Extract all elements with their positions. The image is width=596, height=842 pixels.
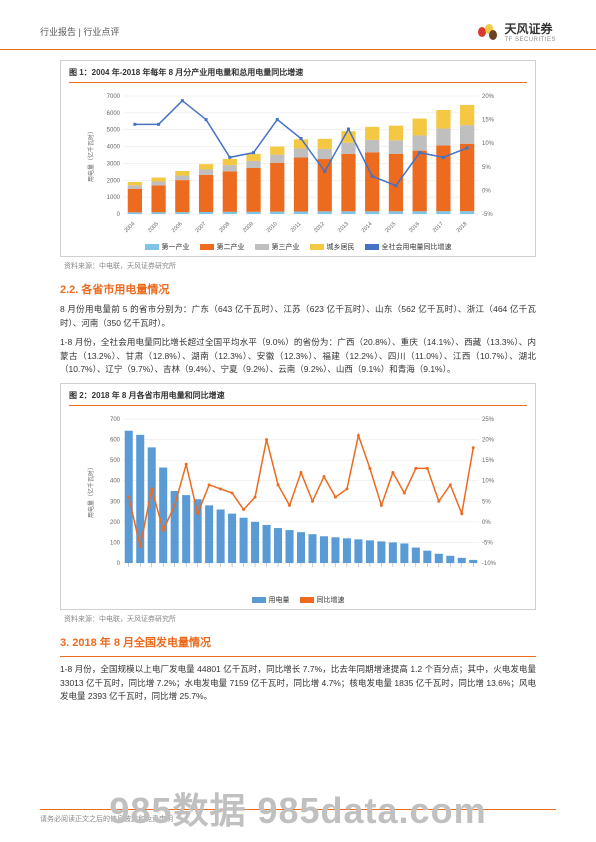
svg-text:5000: 5000 [107,128,121,134]
section3-title: 3. 2018 年 8 月全国发电量情况 [60,634,536,650]
chart2-source: 资料来源：中电联，天风证券研究所 [64,614,536,624]
svg-text:2004: 2004 [123,221,136,234]
svg-text:20%: 20% [482,438,495,444]
svg-text:2013: 2013 [337,221,350,234]
chart1-title-rule [69,82,527,84]
chart1-container: 图 1：2004 年-2018 年每年 8 月分产业用电量和总用电量同比增速 0… [60,60,536,257]
svg-text:-5%: -5% [482,540,493,546]
svg-text:0: 0 [117,212,121,218]
header-breadcrumb: 行业报告 | 行业点评 [40,25,119,38]
svg-text:100: 100 [110,540,121,546]
svg-text:300: 300 [110,499,121,505]
watermark: 985数据 985data.com [0,782,596,834]
legend-item: 城乡居民 [310,242,355,252]
svg-text:2015: 2015 [384,221,397,234]
svg-text:1000: 1000 [107,195,121,201]
svg-text:0: 0 [117,561,121,567]
svg-text:2012: 2012 [313,221,326,234]
svg-text:-5%: -5% [482,212,493,218]
chart2-title-rule [69,405,527,407]
brand-logo: 天风证券 TF SECURITIES [476,20,556,43]
svg-text:15%: 15% [482,118,495,124]
svg-text:200: 200 [110,520,121,526]
svg-text:4000: 4000 [107,145,121,151]
svg-text:3000: 3000 [107,161,121,167]
svg-text:25%: 25% [482,417,495,423]
legend-item: 同比增速 [300,595,345,605]
svg-text:700: 700 [110,417,121,423]
svg-text:2008: 2008 [218,221,231,234]
chart2-title: 图 2：2018 年 8 月各省市用电量和同比增速 [69,390,527,401]
legend-item: 第一产业 [145,242,190,252]
svg-text:0%: 0% [482,520,491,526]
legend-item: 第三产业 [255,242,300,252]
svg-text:2016: 2016 [408,221,421,234]
svg-text:2014: 2014 [361,221,374,234]
chart2-container: 图 2：2018 年 8 月各省市用电量和同比增速 0 100 200 300 400 5… [60,383,536,610]
svg-text:2017: 2017 [432,221,445,234]
section3-para1: 1-8 月份，全国规模以上电厂发电量 44801 亿千瓦时，同比增长 7.7%，… [60,663,536,704]
section2-para2: 1-8 月份，全社会用电量同比增长超过全国平均水平（9.0%）的省份为：广西（2… [60,336,536,377]
page-header: 行业报告 | 行业点评 天风证券 TF SECURITIES [0,0,596,50]
logo-icon [476,22,500,42]
legend-item: 全社会用电量同比增速 [365,242,452,252]
page-footer: 请务必阅读正文之后的信息披露和免责申明 [40,809,556,824]
svg-text:-10%: -10% [482,561,497,567]
svg-text:6000: 6000 [107,111,121,117]
logo-text: 天风证券 [504,20,556,37]
svg-text:7000: 7000 [107,94,121,100]
legend-item: 用电量 [252,595,290,605]
svg-text:2009: 2009 [242,221,255,234]
page-content: 图 1：2004 年-2018 年每年 8 月分产业用电量和总用电量同比增速 0… [0,50,596,704]
footer-disclaimer: 请务必阅读正文之后的信息披露和免责申明 [40,816,173,823]
svg-text:2006: 2006 [171,221,184,234]
svg-text:5%: 5% [482,499,491,505]
chart1-svg: 0 1000 2000 3000 4000 5000 6000 7000 -5% 0% 5% 10% 1… [83,90,513,240]
svg-text:0%: 0% [482,188,491,194]
section3-title-rule [60,656,536,657]
chart2-legend: 用电量同比增速 [69,595,527,605]
section2-title: 2.2. 各省市用电量情况 [60,281,536,297]
svg-text:2018: 2018 [456,221,469,234]
svg-text:2010: 2010 [266,221,279,234]
svg-text:2005: 2005 [147,221,160,234]
svg-text:20%: 20% [482,94,495,100]
chart1-source: 资料来源：中电联，天风证券研究所 [64,261,536,271]
chart1-legend: 第一产业第二产业第三产业城乡居民全社会用电量同比增速 [69,242,527,252]
svg-text:用电量（亿千瓦时）: 用电量（亿千瓦时） [87,128,95,182]
svg-text:600: 600 [110,438,121,444]
legend-item: 第二产业 [200,242,245,252]
chart2-svg: 0 100 200 300 400 500 600 700 -10% -5% 0% 5% 10% 15% 2… [83,413,513,593]
svg-text:10%: 10% [482,479,495,485]
svg-text:2007: 2007 [195,221,208,234]
chart1-title: 图 1：2004 年-2018 年每年 8 月分产业用电量和总用电量同比增速 [69,67,527,78]
svg-text:2000: 2000 [107,178,121,184]
svg-text:400: 400 [110,479,121,485]
svg-text:10%: 10% [482,141,495,147]
logo-subtext: TF SECURITIES [504,37,556,43]
section2-para1: 8 月份用电量前 5 的省市分别为：广东（643 亿千瓦时）、江苏（623 亿千… [60,303,536,330]
svg-text:用电量（亿千瓦时）: 用电量（亿千瓦时） [87,464,95,518]
svg-text:15%: 15% [482,458,495,464]
svg-text:5%: 5% [482,165,491,171]
svg-text:500: 500 [110,458,121,464]
svg-text:2011: 2011 [290,221,303,234]
